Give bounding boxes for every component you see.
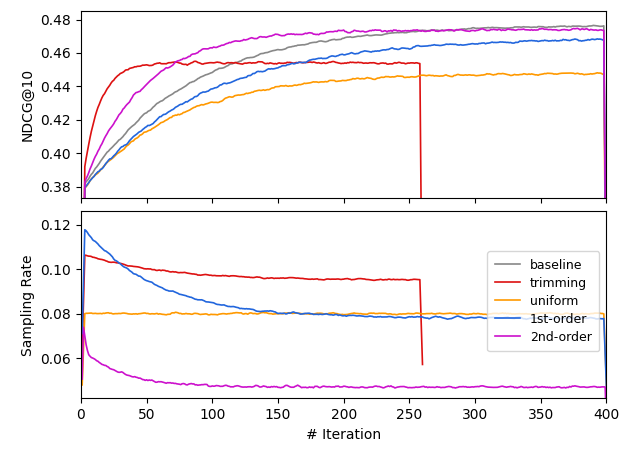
1st-order	[78, 439, 86, 445]
2nd-order	[78, 376, 86, 382]
1st-order	[461, 316, 468, 321]
baseline	[286, 44, 294, 50]
uniform	[286, 83, 294, 89]
1st-order	[143, 278, 151, 284]
uniform	[460, 72, 467, 78]
1st-order	[458, 315, 466, 320]
baseline	[249, 54, 257, 60]
2nd-order	[286, 32, 294, 37]
trimming	[221, 273, 229, 278]
uniform	[78, 382, 86, 387]
1st-order	[408, 45, 415, 51]
2nd-order	[603, 419, 610, 425]
uniform	[603, 370, 610, 376]
2nd-order	[461, 384, 468, 390]
1st-order	[142, 125, 149, 130]
1st-order	[78, 331, 86, 336]
2nd-order	[287, 384, 295, 390]
baseline	[457, 27, 465, 32]
2nd-order	[80, 324, 87, 330]
Line: trimming: trimming	[82, 61, 422, 433]
1st-order	[593, 36, 601, 41]
1st-order	[603, 385, 610, 391]
trimming	[221, 61, 229, 66]
uniform	[461, 311, 468, 317]
uniform	[249, 90, 257, 95]
baseline	[142, 111, 149, 116]
2nd-order	[408, 28, 415, 33]
trimming	[223, 60, 230, 66]
2nd-order	[142, 83, 149, 89]
uniform	[458, 311, 466, 316]
trimming	[127, 65, 134, 71]
trimming	[128, 263, 136, 269]
Line: baseline: baseline	[82, 25, 606, 440]
1st-order	[286, 62, 294, 67]
uniform	[142, 310, 149, 316]
trimming	[355, 59, 362, 65]
Line: 2nd-order: 2nd-order	[82, 28, 606, 439]
1st-order	[249, 71, 257, 76]
uniform	[78, 440, 86, 445]
uniform	[142, 129, 149, 135]
trimming	[192, 58, 199, 64]
uniform	[408, 74, 415, 79]
2nd-order	[603, 345, 610, 350]
uniform	[251, 311, 258, 316]
1st-order	[460, 42, 467, 48]
trimming	[419, 364, 426, 369]
Legend: baseline, trimming, uniform, 1st-order, 2nd-order: baseline, trimming, uniform, 1st-order, …	[487, 251, 599, 351]
2nd-order	[143, 377, 151, 382]
Y-axis label: NDCG@10: NDCG@10	[21, 68, 35, 141]
2nd-order	[251, 383, 258, 389]
trimming	[119, 70, 127, 75]
2nd-order	[458, 384, 466, 389]
baseline	[460, 27, 467, 32]
Y-axis label: Sampling Rate: Sampling Rate	[21, 254, 35, 356]
2nd-order	[249, 36, 257, 41]
trimming	[355, 276, 362, 281]
Line: uniform: uniform	[82, 73, 606, 442]
uniform	[603, 382, 610, 388]
2nd-order	[460, 27, 467, 33]
trimming	[121, 262, 128, 267]
uniform	[287, 310, 295, 316]
baseline	[590, 22, 597, 28]
Line: 2nd-order: 2nd-order	[82, 327, 606, 422]
trimming	[223, 273, 230, 279]
2nd-order	[409, 385, 417, 390]
trimming	[404, 60, 412, 66]
1st-order	[603, 350, 610, 356]
2nd-order	[457, 27, 465, 32]
trimming	[419, 362, 426, 367]
trimming	[81, 252, 88, 258]
Line: uniform: uniform	[82, 312, 606, 385]
uniform	[593, 70, 601, 76]
trimming	[78, 346, 86, 352]
trimming	[404, 278, 412, 283]
uniform	[457, 72, 465, 78]
baseline	[408, 29, 415, 34]
Line: 1st-order: 1st-order	[82, 230, 606, 388]
baseline	[78, 437, 86, 442]
X-axis label: # Iteration: # Iteration	[306, 428, 381, 441]
1st-order	[287, 310, 295, 315]
1st-order	[409, 315, 417, 320]
trimming	[78, 431, 86, 436]
Line: trimming: trimming	[82, 255, 422, 364]
Line: 1st-order: 1st-order	[82, 39, 606, 442]
1st-order	[81, 227, 88, 233]
2nd-order	[78, 436, 86, 442]
uniform	[409, 311, 417, 316]
1st-order	[251, 307, 258, 313]
baseline	[603, 341, 610, 346]
uniform	[172, 310, 179, 315]
2nd-order	[574, 26, 582, 31]
1st-order	[457, 42, 465, 47]
